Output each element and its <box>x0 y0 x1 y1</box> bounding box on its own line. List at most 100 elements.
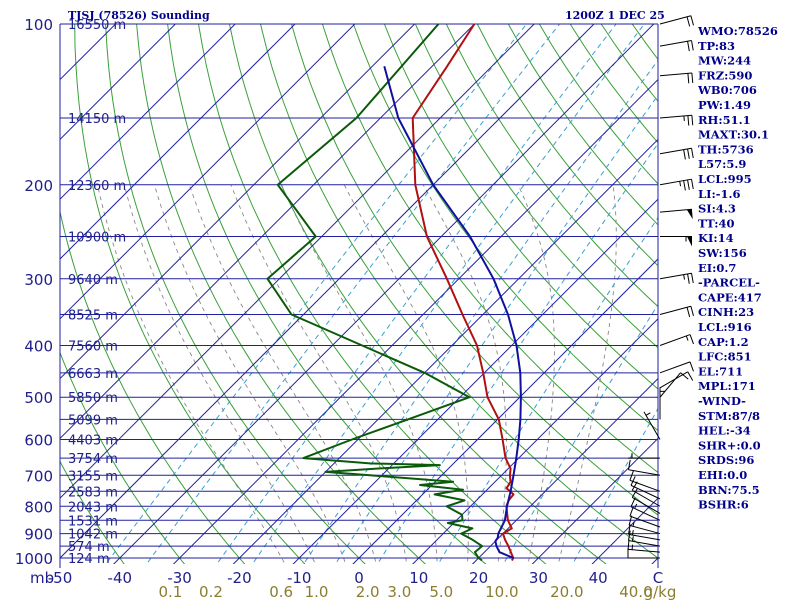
index-item: -PARCEL- <box>698 276 760 290</box>
stability-indices-panel: WMO:78526TP:83MW:244FRZ:590WB0:706PW:1.4… <box>697 24 778 512</box>
barb-staff <box>659 15 692 25</box>
index-item: EL:711 <box>698 364 743 378</box>
barb-staff <box>659 72 692 77</box>
dry-adiabat <box>414 24 658 349</box>
index-item: BSHR:6 <box>698 498 749 512</box>
temperature-tick-label: C <box>653 569 663 587</box>
index-item: EI:0.7 <box>698 261 736 275</box>
dewpoint-profile <box>266 24 484 562</box>
isotherm <box>471 377 658 564</box>
height-label: 8525 m <box>68 309 118 324</box>
dry-adiabat <box>476 24 658 267</box>
station-title: TJSJ (78526) Sounding <box>68 9 210 22</box>
barb-staff <box>659 361 691 374</box>
pressure-label: 100 <box>24 16 53 34</box>
barb-staff <box>659 208 692 213</box>
index-item: BRN:75.5 <box>698 483 760 497</box>
barb-flag <box>687 273 690 284</box>
index-item: RH:51.1 <box>698 113 751 127</box>
sounding-time: 1200Z 1 DEC 25 <box>565 9 665 22</box>
height-label: 3155 m <box>68 469 118 484</box>
index-item: MPL:171 <box>698 379 756 393</box>
temperature-tick-label: -10 <box>287 569 312 587</box>
pressure-label: 900 <box>24 526 53 544</box>
mixing-ratio-line <box>216 24 617 564</box>
height-label: 5099 m <box>68 413 118 428</box>
barb-flag <box>627 524 631 535</box>
isotherm <box>60 24 236 200</box>
height-label: 1042 m <box>68 528 118 543</box>
barb-flag <box>680 372 689 380</box>
isotherm <box>292 198 658 564</box>
barb-flag <box>686 16 691 27</box>
barb-flag <box>687 371 694 381</box>
moist-adiabat <box>230 184 408 564</box>
height-label: 2583 m <box>68 485 118 500</box>
temperature-tick-label: 0 <box>354 569 364 587</box>
index-item: HEL:-34 <box>698 424 751 438</box>
barb-staff <box>659 40 692 47</box>
temperature-tick-label: 10 <box>409 569 428 587</box>
mixing-ratio-label: 2.0 <box>356 583 380 600</box>
barb-flag <box>691 179 694 190</box>
index-item: LI:-1.6 <box>698 187 741 201</box>
barb-staff <box>659 147 692 155</box>
temperature-tick-label: -30 <box>167 569 192 587</box>
wind-barb <box>659 178 694 191</box>
barb-staff <box>659 334 691 346</box>
wind-barb <box>659 372 689 398</box>
barb-staff <box>659 178 692 186</box>
wind-barb <box>659 114 694 126</box>
mixing-ratio-label: 0.2 <box>199 583 223 600</box>
index-item: MW:244 <box>698 54 751 68</box>
temperature-tick-label: -20 <box>227 569 252 587</box>
isotherm <box>60 24 476 440</box>
height-label: 14150 m <box>68 112 126 127</box>
index-item: TP:83 <box>698 39 735 53</box>
barb-flag <box>691 273 694 284</box>
temperature-tick-label: -40 <box>108 569 133 587</box>
barb-flag <box>627 459 631 470</box>
mixing-ratio-line <box>376 142 658 564</box>
height-label: 6663 m <box>68 367 118 382</box>
pressure-unit-label: mb <box>30 569 54 587</box>
barb-staff <box>630 484 661 500</box>
moist-adiabat <box>343 184 469 564</box>
index-item: TT:40 <box>698 216 735 230</box>
index-item: WMO:78526 <box>697 24 778 38</box>
isotherm <box>60 24 535 499</box>
barb-half-flag <box>645 412 651 416</box>
barb-flag <box>691 40 694 51</box>
barb-half-flag <box>679 181 682 187</box>
barb-flag <box>687 179 690 190</box>
mixing-ratio-line <box>334 94 658 564</box>
mixing-ratio-label: 0.6 <box>269 583 293 600</box>
sounding-profiles <box>266 24 522 562</box>
barb-half-flag <box>631 530 634 536</box>
mixing-ratio-label: 3.0 <box>387 583 411 600</box>
mixing-ratio-line <box>251 24 645 564</box>
wind-barb <box>627 524 661 541</box>
pressure-label: 700 <box>24 467 53 485</box>
isotherm <box>60 24 595 559</box>
height-label: 4403 m <box>68 434 118 449</box>
index-item: SW:156 <box>698 246 747 260</box>
height-label: 16550 m <box>68 18 126 33</box>
index-item: CINH:23 <box>698 305 754 319</box>
isotherm <box>232 138 658 564</box>
height-label: 3754 m <box>68 452 118 467</box>
barb-flag <box>686 307 691 318</box>
isotherm <box>172 78 658 564</box>
index-item: L57:5.9 <box>698 157 746 171</box>
index-item: CAPE:417 <box>698 290 762 304</box>
wind-barb <box>659 208 693 220</box>
barb-flag <box>691 148 694 159</box>
wind-barb <box>628 453 660 459</box>
barb-flag <box>691 115 694 126</box>
mixing-ratio-label: 1.0 <box>305 583 329 600</box>
isotherm <box>113 24 655 564</box>
dry-adiabat <box>260 24 658 559</box>
wind-barb <box>628 515 661 535</box>
barb-staff <box>629 515 661 528</box>
